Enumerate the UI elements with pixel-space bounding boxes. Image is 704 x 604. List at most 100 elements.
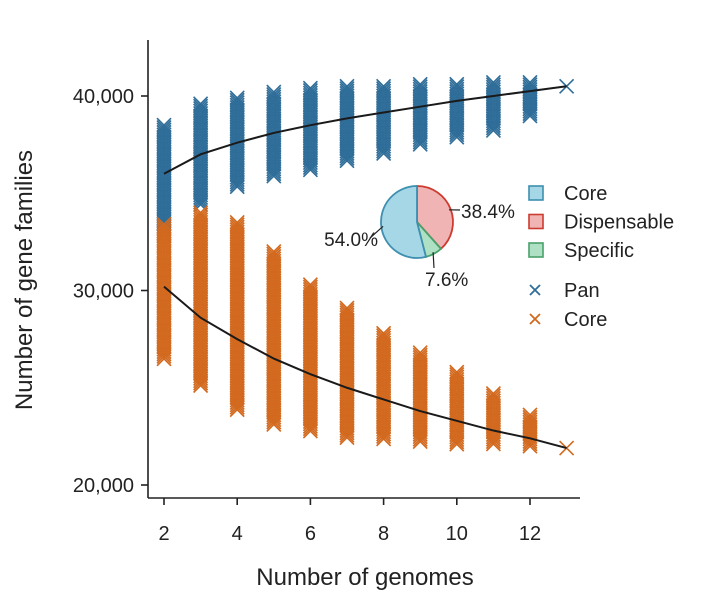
x-marker — [229, 394, 245, 410]
marker-column — [522, 74, 538, 124]
legend-item-pan: Pan — [529, 280, 600, 302]
marker-column — [266, 244, 282, 432]
x-marker — [485, 122, 501, 138]
x-marker — [449, 127, 465, 143]
pie-leader-line — [369, 225, 384, 239]
marker-column — [156, 216, 172, 367]
x-tick-label: 6 — [305, 523, 316, 545]
marker-column — [485, 386, 501, 452]
legend-x-marker — [529, 284, 541, 296]
x-marker — [229, 402, 245, 418]
marker-column — [229, 90, 245, 195]
x-marker — [193, 375, 209, 391]
x-marker — [193, 197, 209, 213]
x-marker — [412, 131, 428, 148]
marker-column — [302, 277, 318, 439]
axes: 20,000 30,000 40,000 2 4 6 8 10 12 — [73, 40, 580, 545]
legend-swatch — [528, 242, 544, 258]
x-marker — [412, 433, 428, 450]
x-marker — [302, 423, 318, 439]
series-core — [156, 205, 575, 456]
x-marker — [449, 429, 465, 445]
x-marker — [266, 416, 282, 432]
marker-column — [449, 364, 465, 452]
legend-item-dispensable: Dispensable — [528, 212, 674, 234]
marker-column — [485, 74, 501, 138]
x-marker — [156, 344, 172, 360]
x-marker — [339, 422, 355, 438]
x-marker — [339, 145, 355, 162]
x-marker — [266, 412, 282, 428]
marker-column — [339, 300, 355, 446]
marker-column — [412, 345, 428, 450]
marker-column — [376, 325, 392, 447]
legend-label: Core — [564, 309, 607, 331]
x-marker — [522, 438, 538, 454]
x-marker — [449, 124, 465, 140]
x-marker — [339, 430, 355, 446]
x-marker — [193, 194, 209, 210]
marker-column — [376, 78, 392, 162]
x-marker — [229, 176, 245, 192]
pie-slice-dispensable — [416, 185, 454, 251]
x-marker — [193, 377, 209, 394]
x-marker — [302, 162, 318, 178]
x-marker — [376, 426, 392, 442]
fit-curve-core — [163, 285, 567, 450]
legend-label: Core — [564, 183, 607, 205]
x-marker — [376, 138, 392, 154]
x-marker — [449, 434, 465, 450]
x-marker — [266, 163, 282, 179]
x-marker — [229, 399, 245, 415]
legend-item-core: Core — [529, 309, 607, 331]
legend-item-core: Core — [528, 183, 607, 205]
x-marker — [229, 174, 245, 190]
x-marker — [485, 120, 501, 136]
y-tick-label: 40,000 — [73, 86, 134, 108]
marker-column — [193, 96, 209, 213]
legend-x-marker — [529, 313, 541, 325]
x-marker — [156, 346, 172, 362]
legend-swatch — [528, 185, 544, 201]
x-marker — [522, 103, 538, 119]
legend-label: Specific — [564, 240, 634, 262]
x-marker — [412, 136, 428, 152]
marker-column — [302, 80, 318, 178]
pie-leader-line — [432, 252, 435, 269]
marker-column — [193, 205, 209, 394]
x-marker — [302, 157, 318, 173]
x-tick-label: 2 — [158, 523, 169, 545]
x-marker — [302, 155, 318, 171]
marker-column — [339, 78, 355, 169]
y-axis-title: Number of gene families — [11, 150, 38, 410]
x-marker — [412, 426, 428, 442]
x-marker — [485, 115, 501, 131]
x-marker — [302, 159, 318, 175]
x-tick-label: 4 — [232, 523, 243, 545]
x-marker — [229, 171, 245, 188]
x-marker — [302, 416, 318, 432]
pie-label-specific: 7.6% — [425, 270, 468, 291]
x-marker — [266, 409, 282, 425]
x-marker — [376, 431, 392, 447]
marker-column — [266, 84, 282, 184]
x-marker — [376, 143, 392, 159]
plot-marks — [156, 74, 575, 456]
x-marker — [339, 148, 355, 164]
x-marker — [339, 153, 355, 169]
x-marker — [376, 424, 392, 440]
pie-slice-core — [380, 185, 428, 259]
x-marker — [266, 168, 282, 184]
legend-swatch — [528, 213, 544, 230]
x-marker — [449, 129, 465, 145]
marker-column — [449, 76, 465, 145]
x-marker — [193, 373, 209, 389]
x-marker — [156, 351, 172, 367]
x-marker — [339, 427, 355, 443]
x-marker — [412, 429, 428, 445]
x-marker — [412, 431, 428, 447]
x-marker — [412, 134, 428, 150]
x-tick-label: 10 — [446, 523, 468, 545]
x-marker — [339, 150, 355, 166]
